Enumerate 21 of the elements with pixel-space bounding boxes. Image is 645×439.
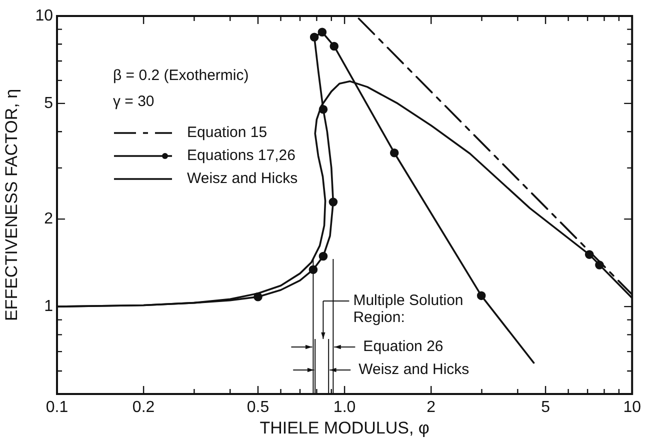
x-tick-label: 0.5	[246, 399, 270, 416]
x-tick-label: 0.2	[132, 399, 155, 416]
y-tick-label: 10	[35, 7, 54, 24]
x-tick-label: 1.0	[333, 399, 356, 416]
y-tick-label: 5	[44, 94, 54, 112]
x-tick-label: 5	[541, 399, 550, 416]
annotation: β = 0.2 (Exothermic)	[113, 67, 249, 84]
legend-label: Equations 17,26	[187, 147, 296, 164]
x-axis-title: THIELE MODULUS, φ	[260, 418, 430, 438]
y-tick-label: 2	[44, 210, 54, 228]
annotation: Multiple Solution Region:	[353, 292, 464, 326]
y-axis-title: EFFECTIVENESS FACTOR, η	[2, 88, 21, 322]
x-tick-label: 0.1	[46, 399, 68, 416]
x-tick-label: 2	[426, 399, 436, 416]
ref-line-label: Weisz and Hicks	[358, 361, 470, 378]
legend-label: Equation 15	[187, 124, 268, 141]
x-tick-label: 10	[623, 399, 642, 416]
annotation: γ = 30	[113, 93, 154, 110]
ref-line-label: Equation 26	[363, 338, 444, 356]
legend-label: Weisz and Hicks	[187, 170, 298, 187]
y-tick-label: 1	[44, 298, 54, 315]
